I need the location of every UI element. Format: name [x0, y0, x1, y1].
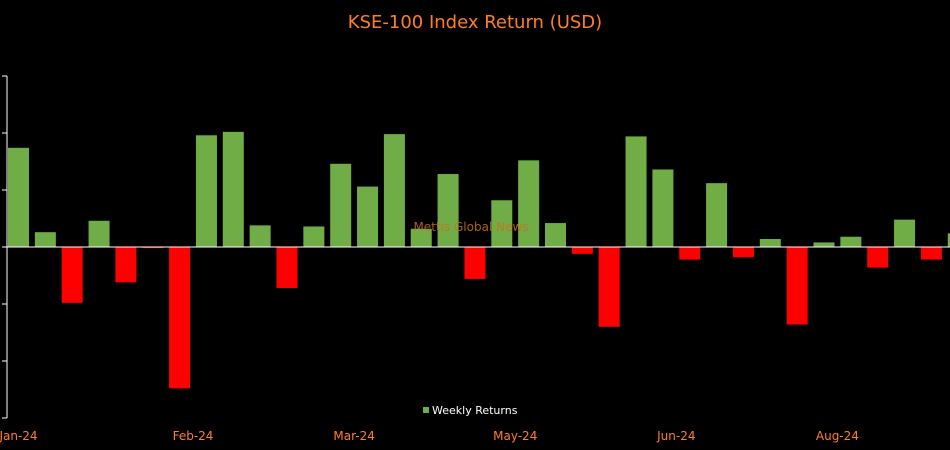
x-axis-ticks: Jan-24 Feb-24 Mar-24 May-24 Jun-24 Aug-24 — [0, 429, 859, 443]
legend: Weekly Returns — [423, 404, 518, 417]
bar-31 — [813, 242, 835, 247]
bar-12 — [303, 226, 325, 247]
legend-swatch — [423, 407, 429, 413]
x-tick-label: May-24 — [493, 429, 537, 443]
bar-3 — [61, 247, 83, 303]
bar-17 — [437, 174, 459, 247]
bar-10 — [249, 225, 271, 247]
watermark: Mettis Global News — [413, 220, 528, 234]
bar-20 — [518, 160, 540, 247]
bar-9 — [222, 131, 244, 247]
bar-29 — [759, 239, 781, 247]
bar-28 — [732, 247, 754, 258]
bar-8 — [195, 135, 217, 247]
bar-11 — [276, 247, 298, 289]
bar-25 — [652, 169, 674, 247]
bar-23 — [598, 247, 620, 327]
bar-36 — [947, 233, 950, 247]
bar-6 — [142, 247, 164, 249]
bar-4 — [88, 220, 110, 247]
x-tick-label: Mar-24 — [333, 429, 374, 443]
bar-22 — [571, 247, 593, 254]
bar-16 — [410, 228, 432, 247]
x-tick-label: Jun-24 — [656, 429, 695, 443]
bar-18 — [464, 247, 486, 279]
bar-7 — [169, 247, 191, 389]
bar-35 — [920, 247, 942, 260]
legend-label: Weekly Returns — [432, 404, 518, 417]
bar-34 — [894, 219, 916, 247]
x-tick-label: Feb-24 — [173, 429, 214, 443]
bar-19 — [491, 200, 513, 247]
x-tick-label: Aug-24 — [816, 429, 859, 443]
axes-layer — [2, 75, 950, 419]
bar-1 — [8, 147, 29, 247]
bar-2 — [34, 232, 56, 247]
bar-26 — [679, 247, 701, 260]
bar-14 — [357, 186, 379, 247]
bars-layer — [8, 131, 950, 389]
bar-5 — [115, 247, 137, 283]
bar-15 — [383, 134, 405, 247]
bar-32 — [840, 236, 862, 247]
bar-27 — [706, 183, 728, 247]
chart-title: KSE-100 Index Return (USD) — [348, 12, 602, 33]
bar-30 — [786, 247, 808, 325]
bar-13 — [330, 163, 352, 247]
bar-24 — [625, 136, 647, 247]
bar-33 — [867, 247, 889, 268]
x-tick-label: Jan-24 — [0, 429, 38, 443]
bar-21 — [545, 223, 566, 247]
